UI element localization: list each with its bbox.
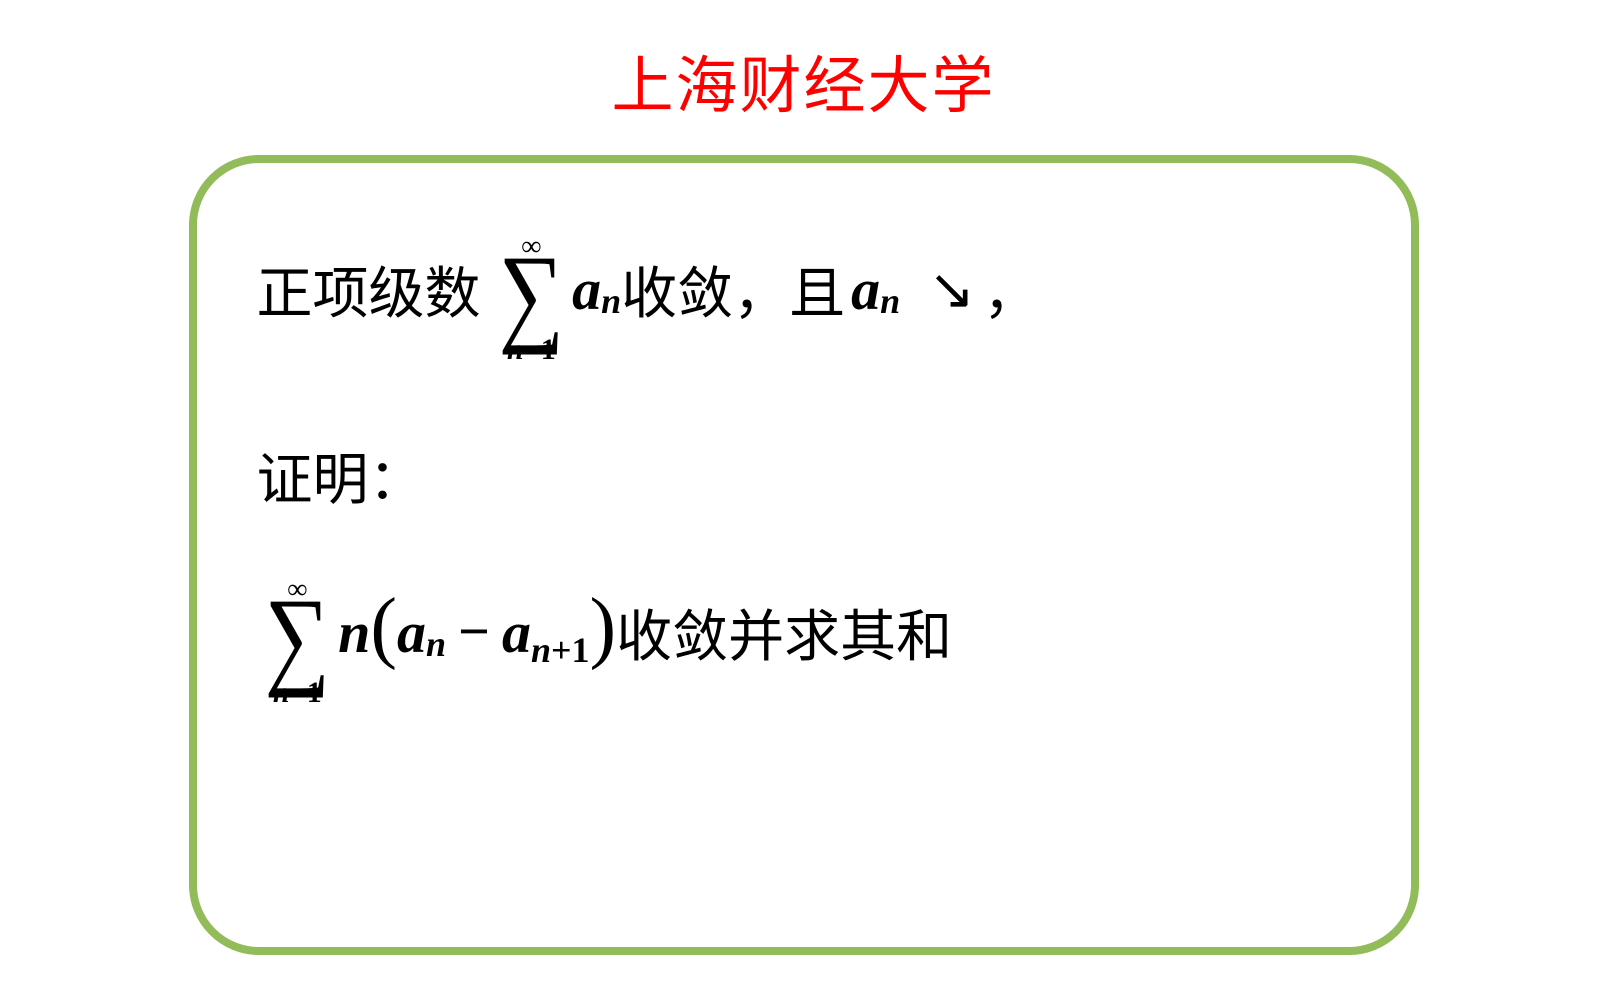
left-paren: ( [370,582,397,673]
minus-sign: − [458,600,490,664]
decreasing-arrow-icon: ↘ [928,257,975,322]
problem-line-1: 正项级数 ∞ ∑ n=1 a n 收敛，且 a n ↘ ， [257,223,1361,355]
summation-2: ∞ ∑ n=1 [265,576,331,708]
tail-text: 收敛并求其和 [616,592,952,673]
term-sub-n: n [601,280,621,322]
term-a-3: a [397,599,426,666]
prefix-text: 正项级数 [257,249,481,330]
problem-box: 正项级数 ∞ ∑ n=1 a n 收敛，且 a n ↘ ， 证明： ∞ ∑ n=… [189,155,1419,955]
term-a-4: a [502,599,531,666]
term-sub-n-2: n [880,280,900,322]
comma: ， [983,249,1039,330]
prove-label: 证明： [257,450,425,512]
term-sub-nplus1: n+1 [531,629,590,671]
converge-text: 收敛，且 [621,249,845,330]
coefficient-n: n [338,599,370,666]
problem-line-2: 证明： [257,435,1361,516]
summation-1: ∞ ∑ n=1 [499,233,565,365]
sigma-symbol-2: ∑ [265,590,331,684]
right-paren: ) [590,582,617,673]
sigma-symbol: ∑ [499,247,565,341]
term-a: a [572,256,601,323]
problem-line-3: ∞ ∑ n=1 n ( a n − a n+1 ) 收敛并求其和 [257,566,1361,698]
page-title: 上海财经大学 [611,35,995,125]
term-sub-n-3: n [426,623,446,665]
term-a-2: a [851,256,880,323]
